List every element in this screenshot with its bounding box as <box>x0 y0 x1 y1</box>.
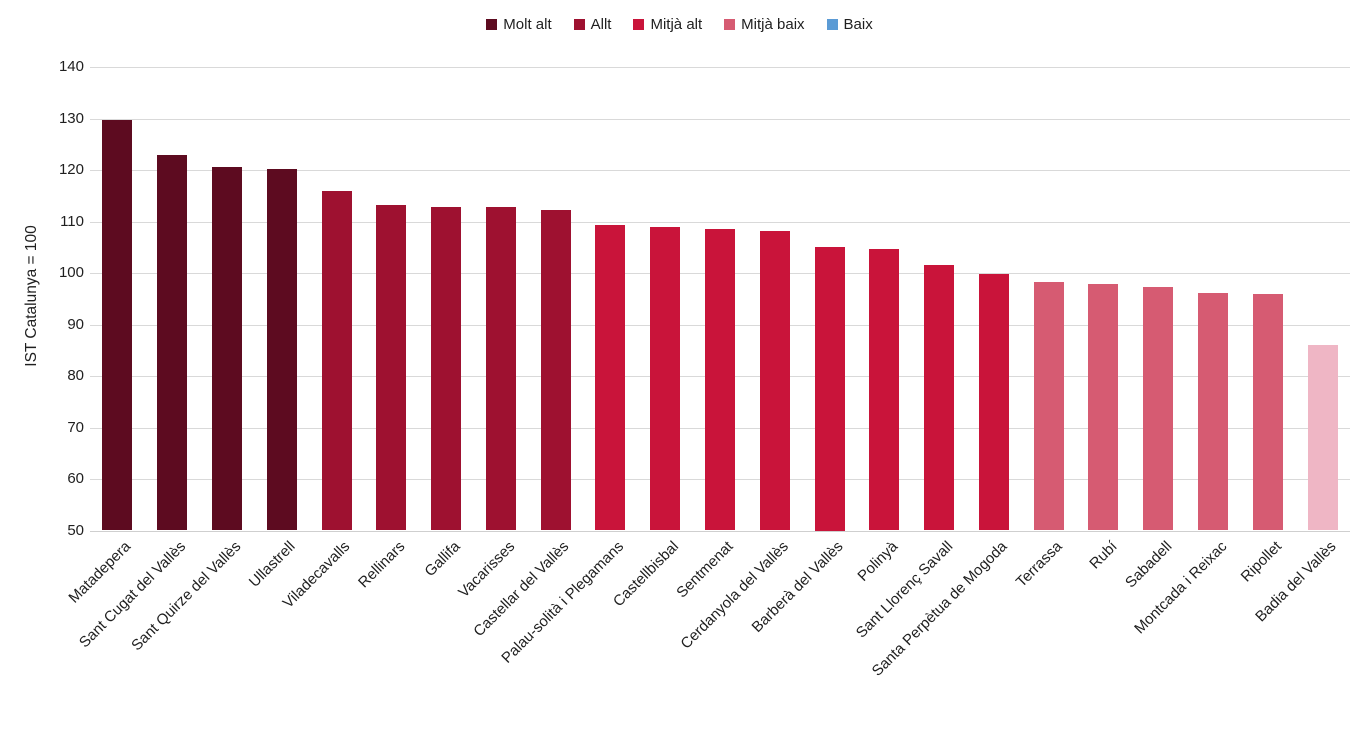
legend-item-molt-alt: Molt alt <box>486 16 552 33</box>
x-axis-label: Gallifa <box>421 538 464 581</box>
x-axis-label: Terrassa <box>1013 538 1066 591</box>
legend-label: Molt alt <box>503 16 552 33</box>
x-axis-label: Castellar del Vallès <box>470 538 573 641</box>
legend-swatch-icon <box>633 19 645 30</box>
x-axis-label: Polinyà <box>854 538 902 585</box>
bar <box>1143 286 1174 531</box>
bar <box>924 265 955 531</box>
bar <box>102 120 133 531</box>
x-axis-label: Sant Cugat del Vallès <box>75 538 190 652</box>
bar <box>431 206 462 531</box>
legend-item-mitja-baix: Mitjà baix <box>724 16 805 33</box>
legend-swatch-icon <box>826 19 838 30</box>
bar <box>157 155 188 531</box>
legend-label: Allt <box>590 16 612 33</box>
legend-item-mitja-alt: Mitjà alt <box>633 16 702 33</box>
legend-swatch-icon <box>486 19 498 30</box>
y-tick-label: 90 <box>67 315 84 333</box>
x-axis-label: Cerdanyola del Vallès <box>677 538 792 653</box>
y-tick-label: 140 <box>58 58 84 75</box>
legend-swatch-icon <box>573 19 585 30</box>
bar <box>266 168 297 531</box>
bar <box>814 247 845 531</box>
x-axis-label: Sabadell <box>1121 538 1176 592</box>
gridline <box>90 118 1350 120</box>
y-tick-label: 130 <box>58 109 84 127</box>
x-axis-label: Rellinars <box>355 538 409 592</box>
x-axis-label: Ripollet <box>1237 538 1285 586</box>
chart-legend: Molt alt Allt Mitjà alt Mitjà baix Baix <box>0 16 1359 33</box>
x-axis-label: Sant Quirze del Vallès <box>127 538 244 655</box>
legend-item-baix: Baix <box>826 16 873 33</box>
y-tick-label: 120 <box>58 161 84 178</box>
bar <box>1252 293 1283 531</box>
legend-item-allt: Allt <box>573 16 612 33</box>
y-tick-label: 80 <box>67 367 84 384</box>
bar <box>540 210 571 531</box>
bar <box>1198 292 1229 531</box>
legend-swatch-icon <box>724 19 736 30</box>
x-axis-label: Ullastrell <box>246 538 299 591</box>
bar <box>1088 284 1119 531</box>
y-tick-label: 60 <box>67 470 84 487</box>
bar <box>705 229 735 531</box>
y-tick-label: 70 <box>67 418 84 436</box>
gridline <box>90 67 1350 68</box>
legend-label: Mitjà alt <box>650 16 703 33</box>
legend-label: Mitjà baix <box>741 16 805 33</box>
y-tick-label: 110 <box>60 212 84 230</box>
bar <box>1307 345 1338 531</box>
bar <box>869 249 900 531</box>
bar <box>211 166 242 531</box>
bar <box>650 227 681 531</box>
bar <box>485 206 516 531</box>
bar <box>376 204 407 531</box>
bar <box>1033 282 1064 531</box>
bar <box>321 190 352 531</box>
legend-label: Baix <box>843 16 873 33</box>
x-axis-label: Sant Llorenç Savall <box>852 538 957 642</box>
bar <box>759 231 790 531</box>
x-axis-line <box>90 530 1350 532</box>
y-tick-label: 50 <box>67 521 84 539</box>
y-tick-label: 100 <box>58 264 84 281</box>
y-axis-title: IST Catalunya = 100 <box>23 225 40 367</box>
gridline <box>90 170 1350 171</box>
x-axis-label: Montcada i Reixac <box>1130 538 1231 638</box>
x-axis-label: Rubí <box>1086 538 1121 573</box>
bar <box>595 225 626 531</box>
gridline <box>90 221 1350 223</box>
bar <box>978 273 1009 531</box>
